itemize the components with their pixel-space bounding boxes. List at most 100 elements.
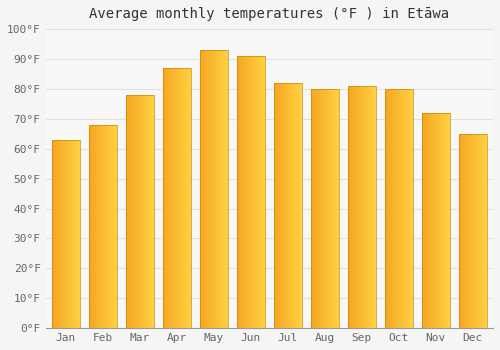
Bar — [93, 125, 94, 328]
Bar — [374, 86, 375, 328]
Bar — [484, 134, 485, 328]
Bar — [131, 95, 132, 328]
Bar — [482, 134, 484, 328]
Bar — [432, 113, 433, 328]
Bar — [348, 86, 349, 328]
Bar — [110, 125, 111, 328]
Bar — [318, 89, 320, 328]
Bar — [439, 113, 440, 328]
Bar — [89, 125, 90, 328]
Bar — [290, 83, 291, 328]
Bar — [479, 134, 480, 328]
Bar — [334, 89, 335, 328]
Bar — [202, 50, 203, 328]
Bar — [71, 140, 72, 328]
Bar — [355, 86, 356, 328]
Bar — [385, 89, 412, 328]
Bar — [423, 113, 424, 328]
Bar — [217, 50, 218, 328]
Bar — [359, 86, 360, 328]
Bar — [89, 125, 117, 328]
Bar — [373, 86, 374, 328]
Bar — [108, 125, 109, 328]
Bar — [95, 125, 96, 328]
Bar — [57, 140, 58, 328]
Bar — [60, 140, 61, 328]
Bar — [295, 83, 296, 328]
Bar — [311, 89, 338, 328]
Bar — [440, 113, 442, 328]
Bar — [368, 86, 369, 328]
Bar — [99, 125, 100, 328]
Bar — [351, 86, 352, 328]
Bar — [404, 89, 405, 328]
Bar — [151, 95, 152, 328]
Bar — [116, 125, 117, 328]
Bar — [189, 68, 190, 328]
Bar — [369, 86, 370, 328]
Bar — [471, 134, 472, 328]
Bar — [178, 68, 179, 328]
Bar — [285, 83, 286, 328]
Bar — [52, 140, 53, 328]
Bar — [393, 89, 394, 328]
Bar — [113, 125, 114, 328]
Bar — [61, 140, 62, 328]
Bar — [153, 95, 154, 328]
Bar — [146, 95, 147, 328]
Bar — [252, 56, 253, 328]
Bar — [69, 140, 70, 328]
Bar — [246, 56, 247, 328]
Bar — [261, 56, 262, 328]
Bar — [135, 95, 136, 328]
Bar — [52, 140, 80, 328]
Bar — [148, 95, 150, 328]
Bar — [126, 95, 127, 328]
Bar — [410, 89, 411, 328]
Bar — [258, 56, 259, 328]
Bar — [179, 68, 180, 328]
Bar — [348, 86, 376, 328]
Bar — [440, 113, 441, 328]
Bar — [429, 113, 430, 328]
Bar — [275, 83, 276, 328]
Bar — [256, 56, 257, 328]
Bar — [225, 50, 226, 328]
Bar — [250, 56, 251, 328]
Bar — [365, 86, 366, 328]
Bar — [474, 134, 475, 328]
Bar — [98, 125, 99, 328]
Bar — [467, 134, 468, 328]
Bar — [356, 86, 357, 328]
Bar — [459, 134, 486, 328]
Bar — [411, 89, 412, 328]
Bar — [322, 89, 323, 328]
Bar — [298, 83, 299, 328]
Bar — [462, 134, 463, 328]
Bar — [360, 86, 361, 328]
Bar — [354, 86, 355, 328]
Bar — [392, 89, 393, 328]
Bar — [297, 83, 298, 328]
Bar — [361, 86, 362, 328]
Bar — [207, 50, 208, 328]
Bar — [477, 134, 478, 328]
Bar — [187, 68, 188, 328]
Bar — [180, 68, 182, 328]
Bar — [372, 86, 373, 328]
Bar — [241, 56, 242, 328]
Bar — [200, 50, 201, 328]
Bar — [53, 140, 54, 328]
Bar — [398, 89, 399, 328]
Bar — [254, 56, 256, 328]
Bar — [475, 134, 476, 328]
Bar — [176, 68, 177, 328]
Bar — [163, 68, 164, 328]
Bar — [407, 89, 408, 328]
Bar — [238, 56, 239, 328]
Bar — [464, 134, 465, 328]
Bar — [91, 125, 92, 328]
Bar — [77, 140, 78, 328]
Bar — [106, 125, 107, 328]
Bar — [205, 50, 206, 328]
